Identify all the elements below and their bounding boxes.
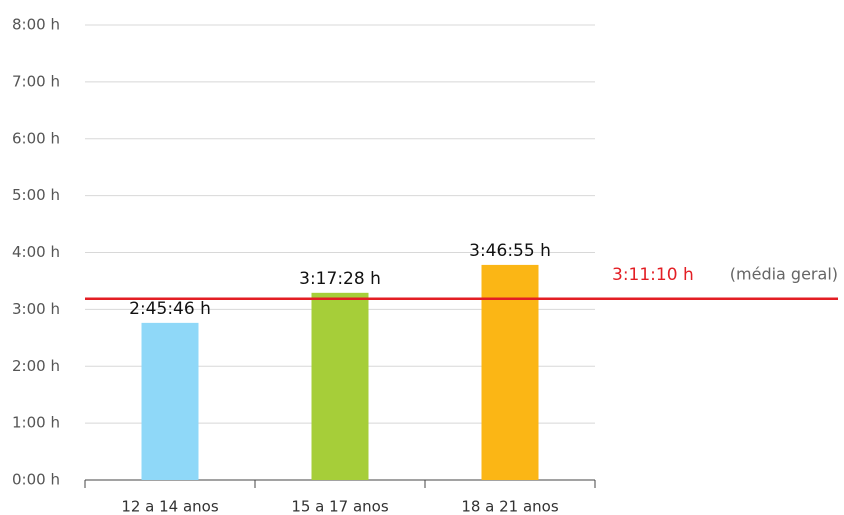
reference-label: (média geral) xyxy=(730,264,838,283)
value-label: 3:46:55 h xyxy=(469,241,551,261)
y-tick-label: 5:00 h xyxy=(12,186,60,204)
bar xyxy=(481,264,539,480)
value-label: 2:45:46 h xyxy=(129,299,211,319)
y-tick-label: 8:00 h xyxy=(12,16,60,34)
x-tick-label: 18 a 21 anos xyxy=(461,498,559,515)
y-tick-label: 0:00 h xyxy=(12,471,60,489)
x-tick-label: 12 a 14 anos xyxy=(121,498,219,515)
y-tick-label: 6:00 h xyxy=(12,129,60,147)
y-tick-label: 2:00 h xyxy=(12,357,60,375)
x-tick-label: 15 a 17 anos xyxy=(291,498,389,515)
value-label: 3:17:28 h xyxy=(299,269,381,289)
y-tick-label: 1:00 h xyxy=(12,414,60,432)
y-tick-label: 4:00 h xyxy=(12,243,60,261)
y-tick-label: 3:00 h xyxy=(12,300,60,318)
bar xyxy=(311,292,369,480)
bar xyxy=(141,322,199,480)
reference-value-label: 3:11:10 h xyxy=(612,265,694,285)
y-tick-label: 7:00 h xyxy=(12,72,60,90)
